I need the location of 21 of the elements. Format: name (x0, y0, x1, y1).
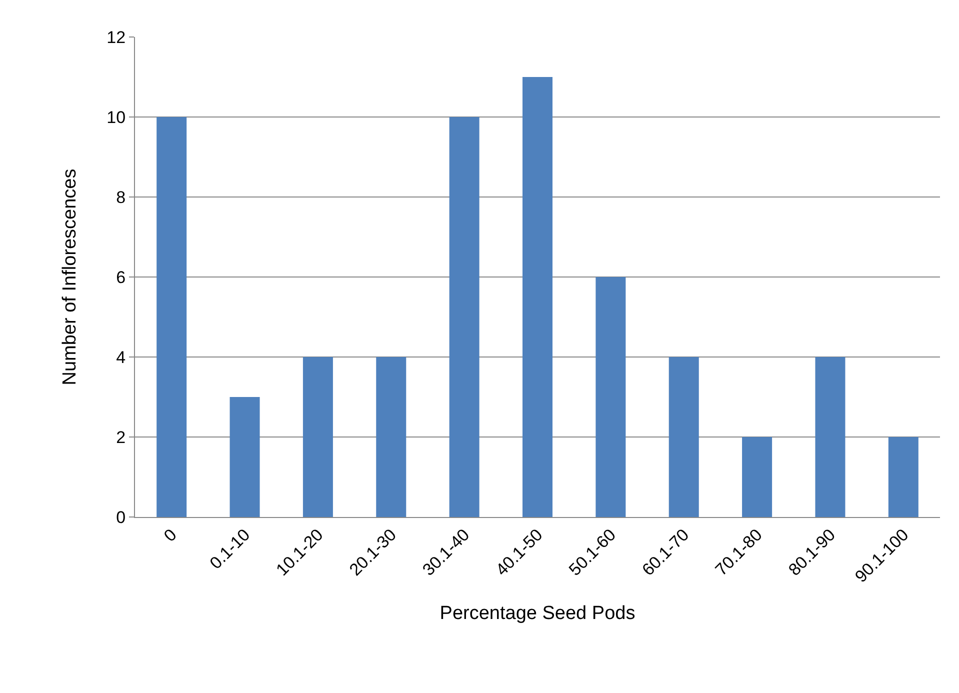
bar (888, 437, 918, 517)
bar (449, 117, 480, 517)
bar (522, 77, 552, 517)
bar (230, 397, 260, 517)
y-axis-title: Number of Inflorescences (60, 168, 81, 386)
y-tick-label: 10 (106, 108, 126, 127)
bar (815, 357, 846, 517)
bar (742, 437, 772, 517)
y-tick-label: 0 (116, 508, 126, 527)
bar (596, 277, 626, 517)
bar (302, 357, 333, 517)
bar (668, 357, 699, 517)
bar (156, 117, 187, 517)
y-tick-label: 6 (116, 268, 126, 287)
bar (376, 357, 406, 517)
y-tick-label: 8 (116, 188, 126, 207)
x-axis-title: Percentage Seed Pods (440, 603, 636, 624)
y-tick-label: 4 (116, 348, 126, 367)
x-tick-label: 0 (160, 525, 180, 546)
y-tick-label: 12 (106, 28, 126, 47)
y-tick-label: 2 (116, 428, 126, 447)
